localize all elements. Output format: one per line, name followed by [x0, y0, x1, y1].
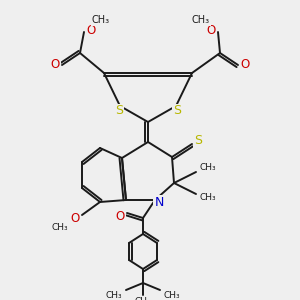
Text: CH₃: CH₃	[52, 223, 68, 232]
Text: S: S	[115, 104, 123, 118]
Text: O: O	[86, 23, 96, 37]
Text: S: S	[173, 104, 181, 118]
Text: CH₃: CH₃	[92, 15, 110, 25]
Text: CH₃: CH₃	[200, 164, 216, 172]
Text: O: O	[70, 212, 80, 224]
Text: CH₃: CH₃	[200, 194, 216, 202]
Text: O: O	[240, 58, 250, 70]
Text: CH₃: CH₃	[106, 290, 122, 299]
Text: O: O	[116, 209, 124, 223]
Text: S: S	[194, 134, 202, 148]
Text: CH₃: CH₃	[192, 15, 210, 25]
Text: N: N	[154, 196, 164, 208]
Text: CH₃: CH₃	[164, 290, 180, 299]
Text: CH₃: CH₃	[135, 298, 151, 300]
Text: O: O	[50, 58, 60, 70]
Text: O: O	[206, 23, 216, 37]
